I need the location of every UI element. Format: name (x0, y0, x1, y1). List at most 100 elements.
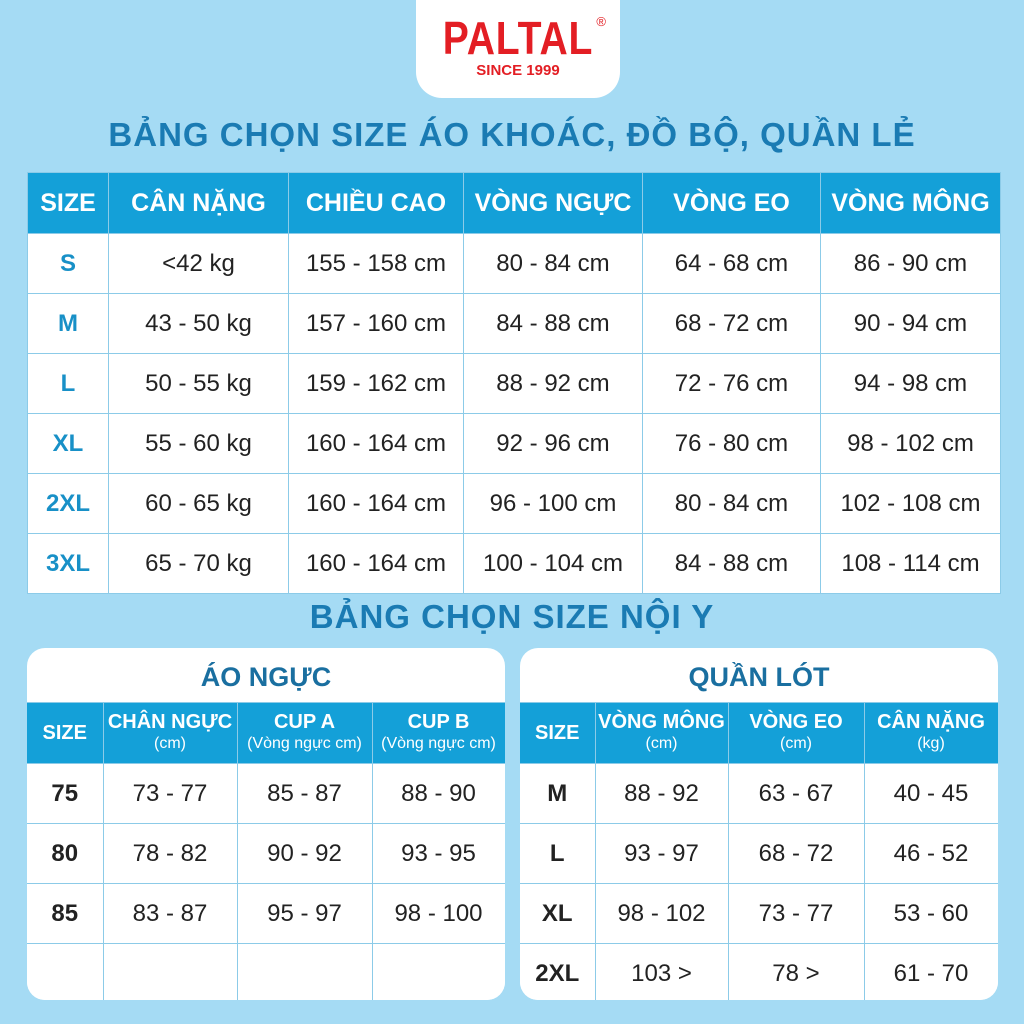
value-cell: 92 - 96 cm (463, 413, 643, 474)
column-header: SIZE (27, 702, 104, 764)
value-cell: 80 - 84 cm (463, 233, 643, 294)
size-cell: XL (27, 413, 109, 474)
header-label: CHÂN NGỰC (107, 711, 233, 733)
value-cell: 78 > (728, 943, 865, 1000)
column-header: CHIỀU CAO (288, 172, 464, 234)
value-cell: 96 - 100 cm (463, 473, 643, 534)
value-cell: 72 - 76 cm (642, 353, 821, 414)
logo-brand: PALTAL (442, 12, 594, 64)
header-label: VÒNG MÔNG (598, 711, 725, 733)
bra-title: ÁO NGỰC (200, 662, 332, 692)
column-header: VÒNG EO (642, 172, 821, 234)
value-cell: 46 - 52 (864, 823, 998, 884)
value-cell: 93 - 95 (372, 823, 505, 884)
value-cell: 108 - 114 cm (820, 533, 1001, 594)
size-cell: M (27, 293, 109, 354)
header-label: VÒNG NGỰC (474, 188, 632, 217)
header-unit: (kg) (917, 735, 945, 752)
registered-mark: ® (596, 14, 606, 29)
value-cell: 68 - 72 cm (642, 293, 821, 354)
value-cell: 88 - 92 cm (463, 353, 643, 414)
value-cell: 88 - 92 (595, 763, 729, 824)
header-row: SIZE CHÂN NGỰC (cm) CUP A (Vòng ngực cm) CUP … (27, 702, 505, 764)
header-label: VÒNG EO (673, 188, 790, 217)
size-cell: S (27, 233, 109, 294)
table-row: XL 98 - 102 73 - 77 53 - 60 (520, 883, 998, 944)
header-label: SIZE (42, 722, 87, 744)
table-row: L 93 - 97 68 - 72 46 - 52 (520, 823, 998, 884)
value-cell: 76 - 80 cm (642, 413, 821, 474)
size-cell (27, 943, 104, 1000)
value-cell: 160 - 164 cm (288, 533, 464, 594)
value-cell: 55 - 60 kg (108, 413, 289, 474)
value-cell: 84 - 88 cm (463, 293, 643, 354)
header-row: SIZE VÒNG MÔNG (cm) VÒNG EO (cm) CÂN NẶNG (kg) (520, 702, 998, 764)
value-cell: 88 - 90 (372, 763, 505, 824)
header-unit: (cm) (780, 735, 812, 752)
value-cell: <42 kg (108, 233, 289, 294)
value-cell: 98 - 102 (595, 883, 729, 944)
column-header: CÂN NẶNG (108, 172, 289, 234)
value-cell: 102 - 108 cm (820, 473, 1001, 534)
value-cell: 159 - 162 cm (288, 353, 464, 414)
bra-panel: ÁO NGỰC SIZE CHÂN NGỰC (cm) CUP A (Vòng ngực… (27, 648, 505, 1000)
value-cell: 90 - 94 cm (820, 293, 1001, 354)
size-cell: 80 (27, 823, 104, 884)
header-label: VÒNG EO (749, 711, 843, 733)
value-cell: 61 - 70 (864, 943, 998, 1000)
value-cell: 65 - 70 kg (108, 533, 289, 594)
value-cell: 73 - 77 (728, 883, 865, 944)
value-cell: 50 - 55 kg (108, 353, 289, 414)
panty-panel: QUẦN LÓT SIZE VÒNG MÔNG (cm) VÒNG EO (cm) CÂN… (520, 648, 998, 1000)
header-unit: (cm) (645, 735, 678, 752)
bra-size-table: SIZE CHÂN NGỰC (cm) CUP A (Vòng ngực cm) CUP … (27, 702, 505, 1000)
header-unit: (cm) (154, 735, 186, 752)
panty-title: QUẦN LÓT (688, 662, 830, 692)
header-label: CÂN NẶNG (877, 711, 985, 733)
table-row: 2XL 60 - 65 kg 160 - 164 cm 96 - 100 cm 80 -… (27, 473, 1001, 534)
size-cell: 85 (27, 883, 104, 944)
header-label: VÒNG MÔNG (831, 188, 990, 217)
value-cell: 80 - 84 cm (642, 473, 821, 534)
value-cell: 160 - 164 cm (288, 473, 464, 534)
value-cell: 83 - 87 (103, 883, 238, 944)
value-cell: 85 - 87 (237, 763, 373, 824)
header-label: SIZE (535, 722, 580, 744)
table-row (27, 943, 505, 1000)
value-cell: 86 - 90 cm (820, 233, 1001, 294)
value-cell: 160 - 164 cm (288, 413, 464, 474)
size-cell: 2XL (27, 473, 109, 534)
value-cell: 100 - 104 cm (463, 533, 643, 594)
paltal-logo: PALTAL ® SINCE 1999 (416, 0, 620, 98)
value-cell: 94 - 98 cm (820, 353, 1001, 414)
value-cell: 53 - 60 (864, 883, 998, 944)
size-cell: L (27, 353, 109, 414)
column-header: VÒNG MÔNG (820, 172, 1001, 234)
column-header: CÂN NẶNG (kg) (864, 702, 998, 764)
value-cell: 98 - 102 cm (820, 413, 1001, 474)
main-title: BẢNG CHỌN SIZE ÁO KHOÁC, ĐỒ BỘ, QUẦN LẺ (108, 116, 916, 153)
size-cell: L (520, 823, 596, 884)
column-header: VÒNG EO (cm) (728, 702, 865, 764)
column-header: CUP B (Vòng ngực cm) (372, 702, 505, 764)
logo-tagline: SINCE 1999 (476, 62, 560, 79)
column-header: SIZE (520, 702, 596, 764)
table-row: S <42 kg 155 - 158 cm 80 - 84 cm 64 - 68 cm 8… (27, 233, 1001, 294)
header-row: SIZE CÂN NẶNG CHIỀU CAO VÒNG NGỰC VÒNG EO VÒN… (27, 172, 1001, 234)
value-cell: 90 - 92 (237, 823, 373, 884)
size-cell: M (520, 763, 596, 824)
table-row: 2XL 103 >78 >61 - 70 (520, 943, 998, 1000)
table-row: M 88 - 92 63 - 67 40 - 45 (520, 763, 998, 824)
value-cell: 60 - 65 kg (108, 473, 289, 534)
value-cell: 103 > (595, 943, 729, 1000)
value-cell: 93 - 97 (595, 823, 729, 884)
table-row: M 43 - 50 kg 157 - 160 cm 84 - 88 cm 68 - 72… (27, 293, 1001, 354)
column-header: SIZE (27, 172, 109, 234)
table-row: 80 78 - 82 90 - 92 93 - 95 (27, 823, 505, 884)
value-cell: 95 - 97 (237, 883, 373, 944)
underwear-title: BẢNG CHỌN SIZE NỘI Y (309, 598, 715, 635)
header-unit: (Vòng ngực cm) (381, 735, 496, 752)
value-cell: 63 - 67 (728, 763, 865, 824)
main-size-table: SIZE CÂN NẶNG CHIỀU CAO VÒNG NGỰC VÒNG EO VÒN… (27, 172, 1001, 594)
table-row: 85 83 - 87 95 - 97 98 - 100 (27, 883, 505, 944)
